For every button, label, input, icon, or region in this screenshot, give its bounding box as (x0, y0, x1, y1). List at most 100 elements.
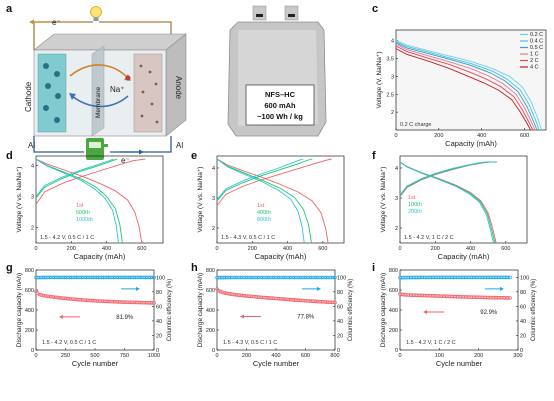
efficiency-point-h (235, 275, 240, 280)
efficiency-point-h (225, 275, 229, 280)
annotation-g: 1.5 - 4.2 V, 0.5 C / 1 C (42, 340, 96, 346)
efficiency-point-h (262, 275, 267, 280)
discharge-curve-2 (395, 41, 540, 131)
capacity-point-h (269, 296, 273, 300)
legend-label-e: 400th (257, 210, 271, 216)
efficiency-point-h (333, 275, 337, 280)
efficiency-point-g (67, 275, 72, 280)
capacity-point-h (287, 297, 292, 302)
annotation-f: 1.5 - 4.2 V, 1 C / 2 C (404, 235, 454, 241)
y2-axis-title-i: Columbic efficiency (%) (531, 279, 537, 342)
capacity-point-h (292, 298, 297, 302)
efficiency-point-h (296, 275, 300, 280)
legend-label-d: 1000th (76, 217, 93, 223)
capacity-point-h (306, 299, 310, 303)
plot-frame-i (399, 269, 519, 351)
x-axis-title-h: Cycle number (253, 359, 300, 368)
capacity-point-h (289, 297, 293, 302)
x-tick-label-g: 1000 (148, 353, 160, 359)
x-tick-label-d: 400 (102, 246, 111, 252)
capacity-point-g (57, 295, 62, 300)
capacity-point-g (74, 297, 79, 302)
efficiency-point-h (287, 275, 292, 280)
y-tick-label-g: 800 (25, 268, 34, 274)
ion-arrow-left (71, 95, 129, 108)
anode-layer (133, 53, 163, 133)
pouch-label-line2: 600 mAh (264, 101, 296, 110)
efficiency-point-i (508, 275, 512, 280)
efficiency-point-g (54, 275, 59, 280)
charger-icon (86, 138, 108, 160)
efficiency-point-h (297, 275, 302, 280)
membrane-label: Membrane (95, 87, 102, 118)
efficiency-point-h (282, 275, 287, 280)
efficiency-point-h (215, 275, 219, 280)
y-tick-label-c: 4 (391, 39, 394, 45)
capacity-point-h (318, 299, 322, 304)
y2-axis-title-h: Columbic efficiency (%) (348, 279, 354, 342)
efficiency-point-h (232, 275, 236, 280)
x-tick-label-f: 600 (501, 246, 510, 252)
capacity-point-h (242, 293, 246, 298)
legend-label-c: 4 C (530, 65, 539, 71)
x-tick-label-i: 200 (474, 353, 483, 359)
x-tick-label-e: 200 (248, 246, 257, 252)
capacity-point-g (152, 301, 156, 305)
capacity-point-h (279, 297, 283, 301)
capacity-point-g (98, 299, 102, 303)
discharge-curve-1 (395, 40, 543, 131)
y2-tick-label-g: 60 (156, 304, 162, 310)
capacity-point-h (309, 299, 314, 303)
efficiency-point-g (47, 275, 52, 280)
membrane-layer (91, 45, 105, 137)
y-axis-title-g: Discharge capacity (mAh) (16, 273, 23, 347)
capacity-point-g (116, 300, 121, 304)
y2-tick-label-g: 80 (156, 290, 162, 296)
anode-label: Anode (174, 76, 183, 100)
efficiency-point-h (248, 275, 253, 280)
al-label-right: Al (176, 141, 183, 150)
capacity-point-g (37, 292, 42, 297)
capacity-point-g (67, 297, 72, 301)
annotation-i: 1.5 - 4.2 V, 1 C / 2 C (406, 340, 456, 346)
capacity-point-h (267, 296, 272, 300)
chart-f: 0 200 400 600 2 3 4 Capacity (mAh) Voltage (V vs… (380, 155, 528, 261)
x-axis-title-d: Capacity (mAh) (74, 252, 126, 261)
efficiency-point-h (312, 275, 317, 280)
capacity-point-g (47, 294, 52, 299)
efficiency-point-g (49, 275, 53, 280)
capacity-point-g (51, 295, 55, 299)
capacity-point-h (250, 294, 255, 299)
legend-label-e: 1st (257, 203, 265, 209)
efficiency-point-g (56, 275, 60, 280)
y-tick-label-c: 2 (391, 110, 394, 116)
efficiency-point-h (323, 275, 327, 280)
legend-label-d: 500th (76, 210, 90, 216)
capacity-point-h (304, 298, 309, 303)
y2-tick-label-i: 20 (520, 333, 526, 339)
capacity-point-h (264, 295, 268, 300)
capacity-point-g (143, 300, 148, 305)
capacity-point-h (324, 300, 329, 304)
battery-schematic: e⁻ Na⁺ Cathode Anode Me (24, 6, 187, 165)
y-tick-label-g: 400 (25, 308, 34, 314)
legend-label-f: 200th (408, 209, 422, 215)
efficiency-point-h (250, 275, 255, 280)
efficiency-point-h (221, 275, 226, 280)
capacity-point-g (84, 298, 89, 303)
charge-curve-d-3 (35, 158, 114, 197)
discharge-curve-4 (395, 43, 536, 131)
capacity-point-g (79, 298, 84, 302)
electron-label-top: e⁻ (52, 18, 61, 27)
panel-letter-e: e (191, 150, 197, 162)
efficiency-point-g (131, 275, 136, 280)
efficiency-point-h (307, 275, 312, 280)
capacity-point-g (66, 296, 70, 301)
efficiency-point-h (270, 275, 275, 280)
capacity-point-h (259, 295, 263, 300)
capacity-point-g (72, 297, 77, 302)
x-tick-label-c: 400 (477, 133, 486, 139)
x-tick-label-d: 0 (34, 246, 37, 252)
